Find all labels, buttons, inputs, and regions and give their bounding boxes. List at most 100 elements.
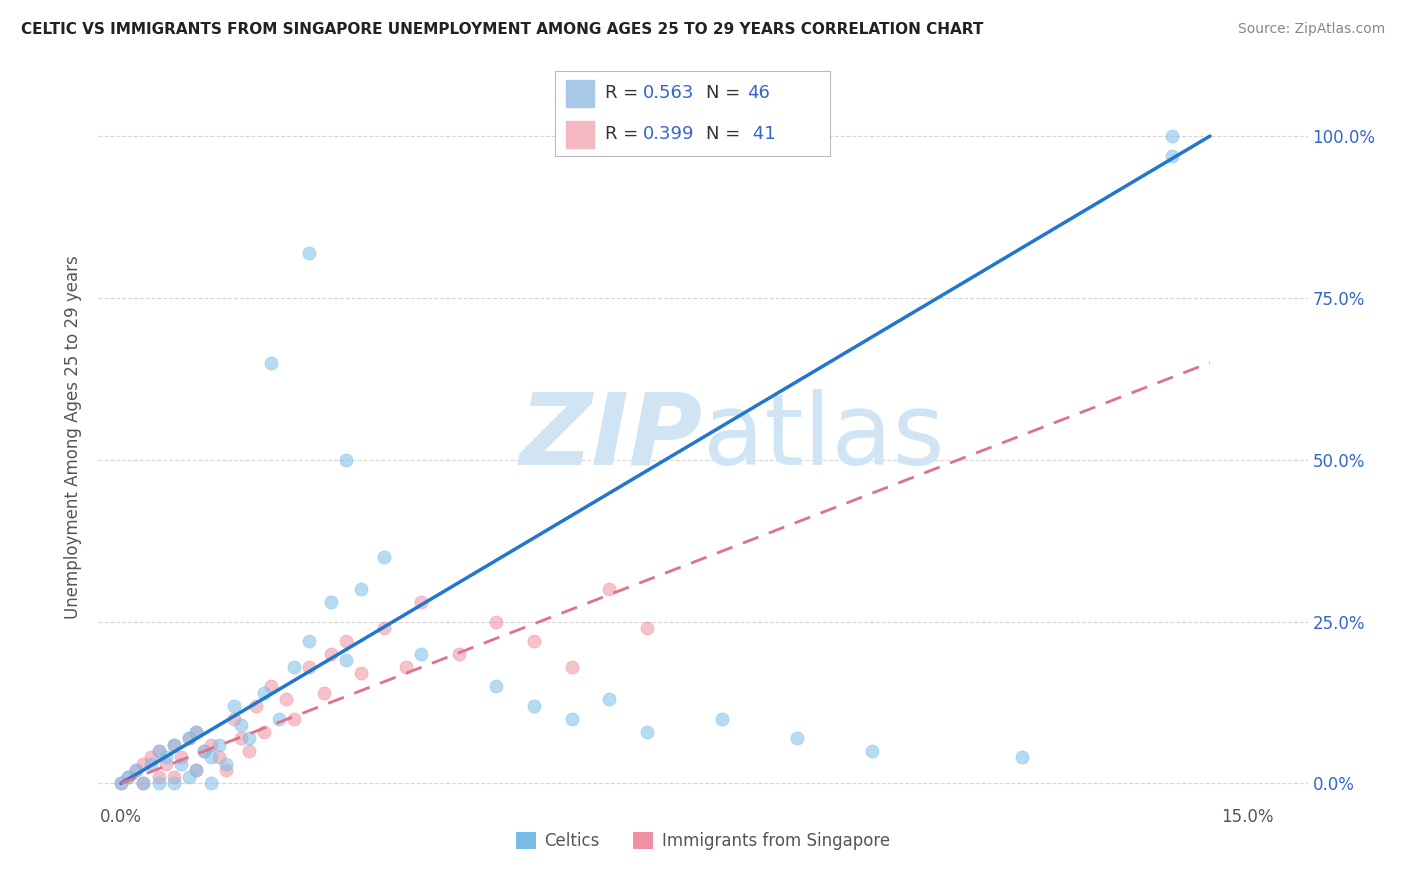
Point [132,776,155,790]
Point [253,724,276,739]
Point [260,356,283,370]
Point [561,712,583,726]
Point [229,718,252,732]
Point [207,738,229,752]
Point [1011,750,1033,764]
Text: Source: ZipAtlas.com: Source: ZipAtlas.com [1237,22,1385,37]
Point [447,647,470,661]
Point [132,756,155,771]
Bar [567,80,593,107]
Point [184,724,207,739]
Point [253,686,276,700]
Point [485,679,508,693]
Point [312,686,335,700]
Point [125,764,148,778]
Text: 0.563: 0.563 [643,85,695,103]
Point [598,692,620,706]
Y-axis label: Unemployment Among Ages 25 to 29 years: Unemployment Among Ages 25 to 29 years [65,255,83,619]
Point [193,744,215,758]
Point [283,712,305,726]
Point [350,582,373,597]
Point [561,660,583,674]
Point [200,776,222,790]
Point [321,647,343,661]
Point [229,731,252,745]
Point [395,660,418,674]
Point [148,770,170,784]
Point [155,750,177,764]
Text: ZIP: ZIP [520,389,703,485]
Point [222,712,245,726]
Point [170,750,193,764]
Point [139,756,162,771]
Point [200,738,222,752]
Point [283,660,305,674]
Point [155,756,177,771]
Point [298,634,321,648]
Text: atlas: atlas [703,389,945,485]
Point [148,744,170,758]
Text: R =: R = [605,85,644,103]
Text: 0.399: 0.399 [643,125,695,143]
Point [132,776,155,790]
Point [267,712,290,726]
Point [485,615,508,629]
Point [238,731,260,745]
Point [1161,129,1184,144]
Point [222,698,245,713]
Point [335,634,357,648]
Bar [567,120,593,147]
Point [523,698,546,713]
Point [117,770,139,784]
Point [860,744,883,758]
Point [170,756,193,771]
Point [636,621,658,635]
Point [335,653,357,667]
Point [335,452,357,467]
Point [177,770,200,784]
Point [193,744,215,758]
Point [260,679,283,693]
Point [373,549,395,564]
Point [298,245,321,260]
Point [350,666,373,681]
Point [177,731,200,745]
Point [117,770,139,784]
Point [162,738,184,752]
Text: R =: R = [605,125,644,143]
Point [162,776,184,790]
Point [215,756,238,771]
Point [110,776,132,790]
Point [710,712,733,726]
Point [148,776,170,790]
Point [215,764,238,778]
Text: N =: N = [706,85,747,103]
Point [238,744,260,758]
Point [184,764,207,778]
Legend: Celtics, Immigrants from Singapore: Celtics, Immigrants from Singapore [509,825,897,856]
Point [298,660,321,674]
Point [411,647,433,661]
Point [321,595,343,609]
Point [110,776,132,790]
Point [200,750,222,764]
Text: CELTIC VS IMMIGRANTS FROM SINGAPORE UNEMPLOYMENT AMONG AGES 25 TO 29 YEARS CORRE: CELTIC VS IMMIGRANTS FROM SINGAPORE UNEM… [21,22,983,37]
Text: 41: 41 [748,125,776,143]
Point [125,764,148,778]
Point [148,744,170,758]
Point [411,595,433,609]
Point [598,582,620,597]
Point [786,731,808,745]
Text: N =: N = [706,125,747,143]
Point [139,750,162,764]
Point [162,738,184,752]
Point [523,634,546,648]
Point [162,770,184,784]
Point [636,724,658,739]
Point [245,698,267,713]
Point [177,731,200,745]
Point [373,621,395,635]
Point [276,692,298,706]
Point [184,724,207,739]
Point [207,750,229,764]
